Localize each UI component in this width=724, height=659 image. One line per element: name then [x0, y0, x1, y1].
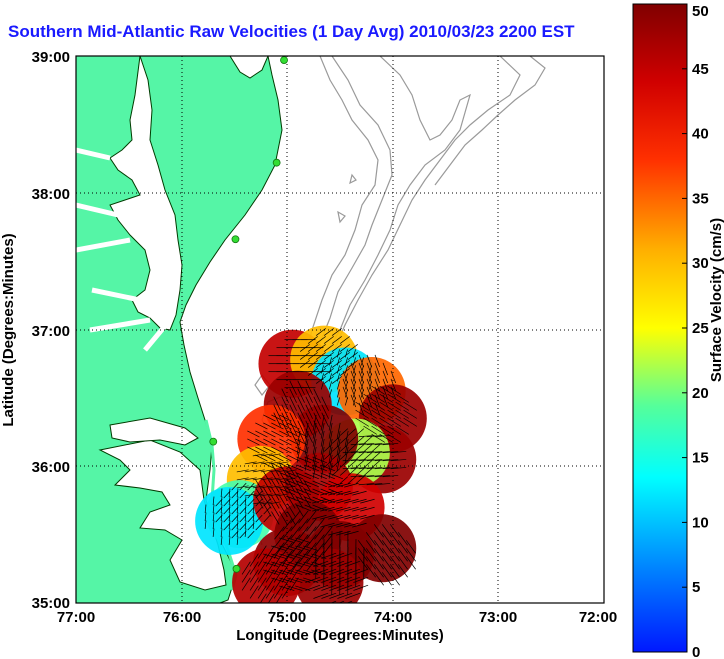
velocity-field [195, 325, 427, 603]
colorbar-tick-label: 10 [692, 514, 709, 531]
velocity-arrows [247, 414, 308, 470]
velocity-arrows [299, 328, 358, 384]
station-marker [232, 564, 241, 573]
velocity-arrows [305, 552, 369, 603]
x-tick-label: 76:00 [163, 609, 201, 626]
axes-frame [75, 55, 605, 604]
colorbar-tick-label: 45 [692, 61, 709, 78]
y-axis-label: Latitude (Degrees:Minutes) [0, 233, 17, 426]
station-marker [272, 158, 281, 167]
grid-lines [76, 56, 604, 603]
colorbar-tick-label: 50 [692, 3, 709, 20]
delaware-bay [229, 56, 269, 79]
albemarle-sound [109, 417, 199, 446]
x-tick-label: 77:00 [57, 609, 95, 626]
y-tick-label: 38:00 [32, 186, 70, 203]
velocity-arrows [315, 531, 365, 596]
x-tick-label: 73:00 [479, 609, 517, 626]
colorbar-ticks: 0 5 10 15 20 25 30 35 40 45 50 [682, 3, 709, 659]
colorbar-tick-label: 25 [692, 320, 709, 337]
colorbar-tick-label: 15 [692, 450, 709, 467]
colorbar-tick-label: 20 [692, 385, 709, 402]
velocity-arrows [357, 524, 416, 586]
y-tick-label: 35:00 [32, 595, 70, 612]
colorbar-tick-label: 0 [692, 644, 700, 659]
chesapeake-bay [109, 56, 183, 331]
colorbar [632, 3, 688, 653]
station-markers [209, 56, 288, 573]
x-tick-label: 75:00 [268, 609, 306, 626]
velocity-arrows [241, 545, 299, 603]
y-tick-label: 39:00 [32, 49, 70, 66]
station-marker [209, 437, 218, 446]
rivers [76, 147, 172, 352]
x-tick-label: 72:00 [579, 609, 617, 626]
pamlico-sound [98, 439, 227, 591]
colorbar-label: Surface Velocity (cm/s) [708, 218, 724, 382]
velocity-arrows [312, 482, 375, 536]
velocity-arrows [355, 385, 417, 443]
station-marker [231, 235, 240, 244]
velocity-arrows [215, 482, 271, 539]
velocity-arrows [323, 428, 381, 484]
chart-title: Southern Mid-Atlantic Raw Velocities (1 … [8, 22, 575, 41]
velocity-arrows [255, 463, 312, 525]
colorbar-tick-label: 5 [692, 579, 700, 596]
colorbar-tick-label: 40 [692, 126, 709, 143]
colorbar-tick-label: 35 [692, 190, 709, 207]
velocity-arrows [204, 488, 255, 545]
velocity-arrows [342, 354, 397, 416]
y-tick-label: 37:00 [32, 323, 70, 340]
x-tick-label: 74:00 [374, 609, 412, 626]
velocity-arrows [320, 349, 372, 406]
velocity-arrows [296, 414, 349, 479]
station-marker [280, 56, 288, 65]
colorbar-tick-label: 30 [692, 255, 709, 272]
velocity-arrows [342, 435, 407, 486]
x-axis-label: Longitude (Degrees:Minutes) [236, 627, 444, 644]
y-tick-label: 36:00 [32, 459, 70, 476]
